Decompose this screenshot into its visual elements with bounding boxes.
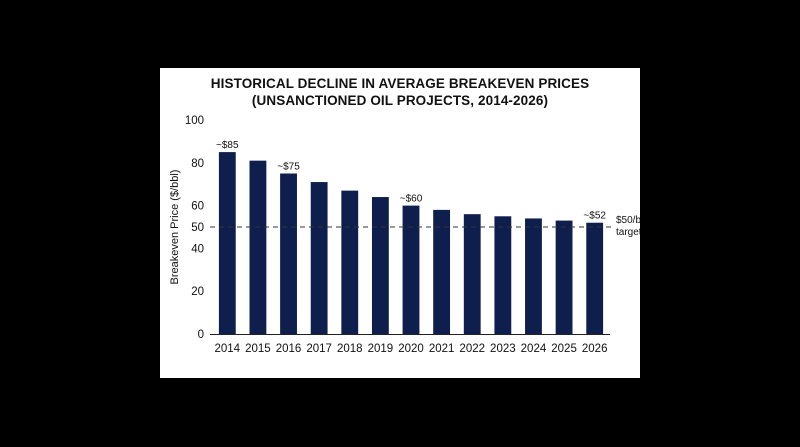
bar xyxy=(371,197,389,334)
bar xyxy=(463,214,481,334)
bar xyxy=(525,218,542,334)
x-tick-label: 2019 xyxy=(368,343,394,355)
bar xyxy=(402,205,420,334)
bar xyxy=(433,209,451,334)
bar xyxy=(249,160,267,334)
y-tick-label: 60 xyxy=(191,201,204,213)
target-line-label: $50/bbl xyxy=(616,215,640,226)
chart-subtitle: (UNSANCTIONED OIL PROJECTS, 2014-2026) xyxy=(251,93,549,108)
bar xyxy=(555,220,573,334)
bar xyxy=(586,222,604,334)
bar xyxy=(341,190,359,334)
data-label: ~$52 xyxy=(583,211,606,222)
bar xyxy=(310,182,328,334)
x-tick-label: 2017 xyxy=(306,343,332,355)
data-label: ~$60 xyxy=(400,194,423,205)
data-label: ~$75 xyxy=(277,162,300,173)
y-tick-label: 50 xyxy=(191,222,204,234)
target-line-label: target xyxy=(616,227,640,238)
y-tick-label: 100 xyxy=(185,115,204,127)
y-tick-label: 80 xyxy=(191,158,204,170)
bar xyxy=(494,216,512,334)
bar xyxy=(280,173,297,334)
chart-title: HISTORICAL DECLINE IN AVERAGE BREAKEVEN … xyxy=(210,76,590,91)
y-tick-label: 20 xyxy=(191,286,204,298)
x-tick-label: 2025 xyxy=(551,343,577,355)
x-tick-label: 2022 xyxy=(459,343,485,355)
bar-chart: Breakeven Price ($/bbl) 0 20 40 50 60 80 100 20… xyxy=(169,115,640,355)
x-tick-label: 2016 xyxy=(276,343,302,355)
data-label: ~$85 xyxy=(216,140,239,151)
x-tick-label: 2014 xyxy=(215,343,241,355)
y-tick-label: 40 xyxy=(191,243,204,255)
chart-panel: HISTORICAL DECLINE IN AVERAGE BREAKEVEN … xyxy=(160,68,640,378)
y-tick-label: 0 xyxy=(198,329,204,341)
x-tick-label: 2015 xyxy=(245,343,271,355)
x-tick-label: 2023 xyxy=(490,343,516,355)
x-tick-label: 2020 xyxy=(398,343,424,355)
x-tick-label: 2021 xyxy=(429,343,455,355)
x-tick-label: 2024 xyxy=(521,343,547,355)
x-tick-label: 2026 xyxy=(582,343,608,355)
x-tick-label: 2018 xyxy=(337,343,363,355)
y-axis-label: Breakeven Price ($/bbl) xyxy=(169,170,181,285)
bar xyxy=(218,152,236,334)
